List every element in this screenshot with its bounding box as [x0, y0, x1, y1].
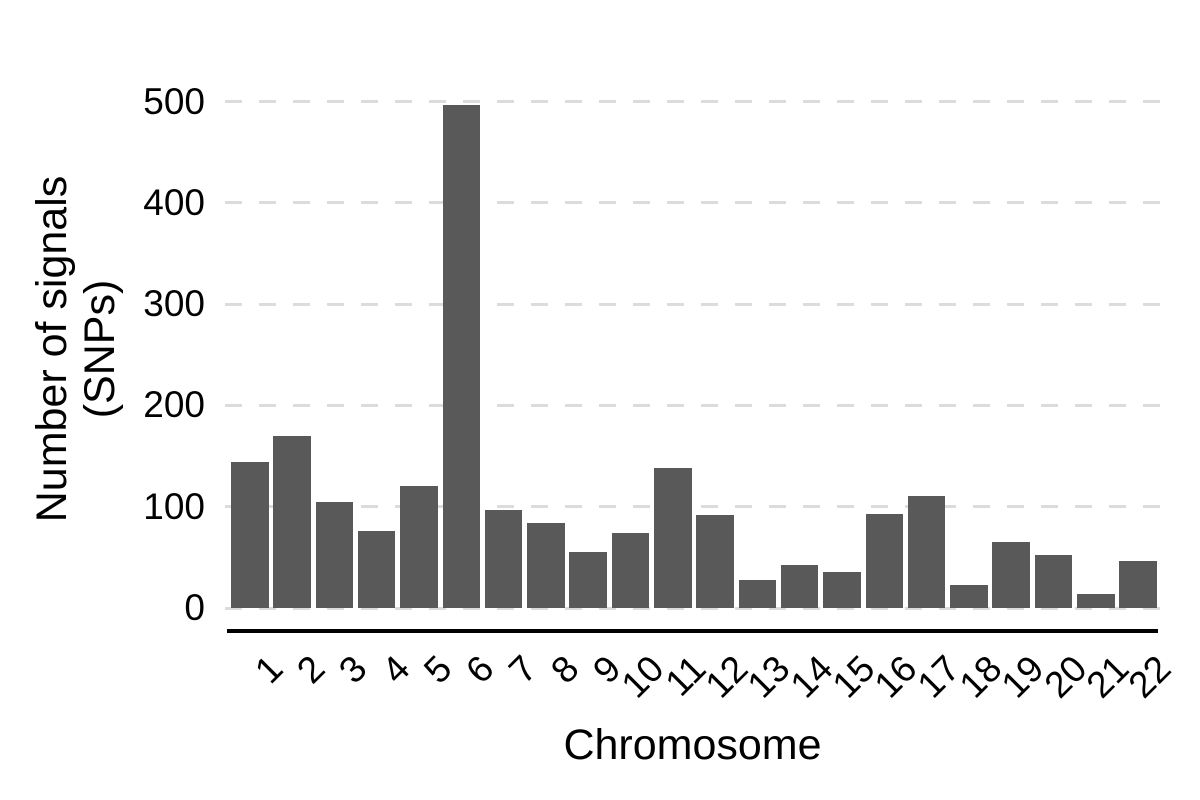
y-tick-label-200: 200	[143, 384, 205, 426]
x-axis-title: Chromosome	[563, 721, 822, 769]
bar-chr-12	[696, 514, 734, 608]
x-tick-label-3: 3	[331, 647, 375, 692]
bar-chr-7	[484, 509, 523, 608]
bar-chr-16	[865, 513, 904, 608]
y-axis-title: Number of signals (SNPs)	[28, 176, 124, 523]
bar-chr-13	[738, 579, 777, 608]
x-tick-label-6: 6	[458, 647, 502, 692]
y-axis-title-line-1: Number of signals	[28, 175, 76, 523]
y-tick-label-500: 500	[143, 80, 205, 122]
gridline-y-200	[225, 403, 1160, 407]
x-tick-label-5: 5	[416, 647, 460, 692]
bar-chr-10	[611, 533, 650, 608]
gridline-y-400	[225, 201, 1160, 205]
bar-chr-2	[273, 435, 311, 608]
bar-chr-9	[569, 552, 607, 608]
gridline-y-500	[225, 100, 1160, 104]
y-tick-label-300: 300	[143, 283, 205, 325]
plot-area	[225, 85, 1160, 610]
bar-chr-3	[315, 501, 354, 608]
x-tick-label-4: 4	[373, 647, 418, 692]
bar-chr-15	[823, 571, 861, 608]
bar-chr-5	[400, 486, 438, 608]
x-tick-label-2: 2	[289, 647, 333, 692]
bar-chr-11	[654, 468, 692, 608]
bar-chr-20	[1034, 555, 1073, 608]
x-tick-label-22: 22	[1120, 647, 1179, 706]
bar-chr-4	[357, 531, 396, 608]
gridline-y-100	[225, 505, 1160, 509]
y-tick-label-100: 100	[143, 485, 205, 527]
x-axis-line	[227, 629, 1158, 633]
bar-chr-22	[1119, 561, 1157, 608]
y-axis-title-line-2: (SNPs)	[76, 279, 124, 419]
y-tick-label-0: 0	[184, 587, 205, 628]
gridline-y-300	[225, 302, 1160, 306]
bar-chr-1	[231, 462, 269, 608]
bar-chr-17	[907, 495, 946, 608]
bar-chr-8	[527, 522, 565, 608]
x-tick-label-7: 7	[500, 647, 545, 692]
bar-chr-19	[992, 542, 1030, 608]
x-tick-label-8: 8	[542, 647, 587, 692]
bar-chr-21	[1077, 593, 1115, 608]
bar-chr-14	[780, 565, 819, 608]
y-tick-label-400: 400	[143, 181, 205, 223]
bar-chr-6	[442, 104, 481, 608]
x-tick-label-1: 1	[246, 647, 291, 692]
bar-chr-18	[950, 584, 988, 608]
gridline-y-0	[225, 606, 1160, 610]
